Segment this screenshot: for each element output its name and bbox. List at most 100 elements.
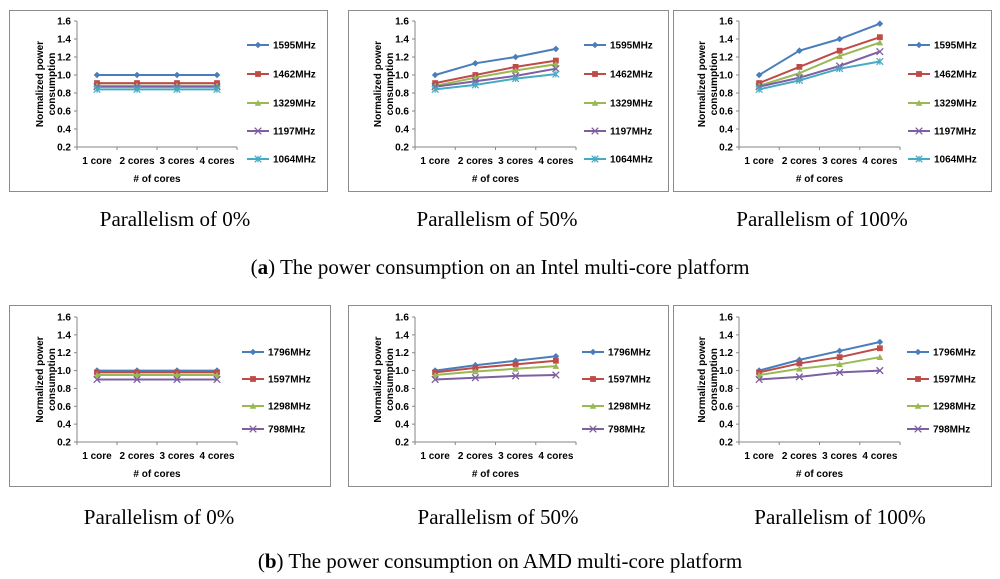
data-point	[213, 371, 221, 378]
legend-entry: 1329MHz	[908, 99, 977, 110]
data-point	[133, 375, 141, 384]
x-axis-title: # of cores	[472, 469, 520, 480]
data-point	[512, 67, 519, 74]
chart-caption: Parallelism of 0%	[83, 505, 235, 529]
legend-entry: 1462MHz	[908, 70, 977, 81]
x-tick-label: 1 core	[744, 156, 774, 167]
y-axis-title-line: consumption	[709, 53, 720, 116]
legend-marker	[916, 71, 922, 77]
series-line	[434, 59, 557, 85]
legend-label: 1298MHz	[608, 402, 651, 413]
y-tick-label: 1.2	[719, 53, 733, 64]
series-1595MHz	[755, 20, 884, 79]
legend-entry: 1462MHz	[584, 70, 653, 81]
legend-entry: 1796MHz	[907, 348, 976, 359]
figure-caption-text: The power consumption on AMD multi-core …	[288, 549, 743, 573]
series-1298MHz	[431, 362, 560, 378]
figure-caption-letter: a	[257, 255, 269, 279]
y-tick-label: 1.4	[57, 330, 71, 341]
series-1595MHz	[93, 71, 221, 79]
x-tick-label: 2 cores	[119, 451, 154, 462]
legend-marker	[249, 425, 257, 433]
legend-marker	[914, 402, 922, 409]
data-point	[796, 360, 803, 367]
y-axis-title: Normalized powerconsumption	[373, 41, 396, 127]
line-chart: 1.6 1.4 1.2 1.0 0.8 0.6 0.4 0.2 1 core 2 cores 3 c…	[9, 10, 328, 192]
data-point	[512, 365, 519, 372]
legend-marker	[914, 348, 922, 356]
data-point	[552, 57, 559, 64]
y-tick-label: 1.4	[395, 35, 409, 46]
y-tick-label: 1.0	[395, 71, 409, 82]
data-point	[431, 375, 439, 384]
y-tick-label: 0.4	[395, 125, 409, 136]
series-1595MHz	[431, 45, 560, 79]
data-point	[836, 361, 843, 368]
legend-label: 1597MHz	[268, 375, 311, 386]
legend-entry: 1597MHz	[582, 375, 651, 386]
x-tick-label: 2 cores	[458, 156, 493, 167]
y-axis-title-line: consumption	[47, 348, 58, 411]
chart-frame	[9, 10, 328, 192]
data-point	[836, 47, 843, 54]
series-line	[758, 22, 881, 76]
y-axis-title-line: Normalized power	[697, 336, 708, 422]
y-tick-label: 1.2	[57, 348, 71, 359]
data-point	[511, 372, 520, 380]
y-tick-label: 0.8	[395, 89, 409, 100]
data-point	[552, 357, 559, 364]
y-tick-label: 0.2	[395, 438, 409, 449]
y-tick-label: 1.0	[719, 366, 733, 377]
data-point	[876, 39, 884, 46]
line-chart: 1.6 1.4 1.2 1.0 0.8 0.6 0.4 0.2 1 core 2 cores 3 c…	[348, 305, 669, 487]
legend-marker	[589, 402, 597, 409]
legend-marker	[915, 41, 923, 49]
series-line	[434, 355, 556, 372]
data-point	[876, 34, 883, 41]
legend-entry: 1298MHz	[582, 402, 651, 413]
y-tick-label: 0.2	[719, 438, 733, 449]
data-point	[133, 71, 141, 79]
legend-marker	[249, 402, 257, 409]
x-tick-label: 2 cores	[782, 156, 817, 167]
x-tick-label: 1 core	[82, 451, 112, 462]
y-tick-label: 0.2	[719, 143, 733, 154]
legend-entry: 1462MHz	[247, 70, 316, 81]
legend-marker	[915, 99, 923, 106]
legend-entry: 1064MHz	[908, 155, 977, 166]
y-tick-label: 0.6	[57, 107, 71, 118]
figure-caption-letter: b	[264, 549, 277, 573]
line-chart: 1.6 1.4 1.2 1.0 0.8 0.6 0.4 0.2 1 core 2 cores 3 c…	[348, 10, 669, 192]
data-point	[795, 76, 804, 85]
figure-caption-a: (a) The power consumption on an Intel mu…	[250, 255, 750, 279]
legend-label: 1064MHz	[610, 155, 653, 166]
legend-label: 1462MHz	[610, 70, 653, 81]
y-tick-label: 1.2	[719, 348, 733, 359]
y-tick-label: 1.4	[57, 35, 71, 46]
series-line	[435, 365, 556, 377]
chart-caption: Parallelism of 50%	[417, 505, 579, 529]
x-axis-title: # of cores	[133, 174, 181, 185]
series-line	[758, 50, 881, 88]
series-798MHz	[431, 371, 560, 384]
data-point	[755, 371, 763, 378]
legend-label: 1595MHz	[934, 41, 977, 52]
x-tick-label: 3 cores	[159, 156, 194, 167]
data-point	[835, 368, 844, 377]
y-tick-label: 0.8	[395, 384, 409, 395]
data-point	[511, 74, 520, 83]
data-point	[876, 353, 884, 360]
series-line	[758, 36, 881, 85]
data-point	[472, 60, 479, 67]
x-tick-label: 3 cores	[159, 451, 194, 462]
legend-entry: 1796MHz	[242, 348, 311, 359]
data-point	[552, 352, 560, 360]
data-point	[876, 345, 883, 352]
y-axis-title-line: consumption	[385, 348, 396, 411]
x-tick-label: 2 cores	[782, 451, 817, 462]
legend-entry: 1595MHz	[584, 41, 653, 52]
data-point	[755, 85, 763, 94]
chart-caption: Parallelism of 50%	[416, 207, 578, 231]
x-tick-label: 2 cores	[119, 156, 154, 167]
legend-marker	[591, 41, 599, 49]
